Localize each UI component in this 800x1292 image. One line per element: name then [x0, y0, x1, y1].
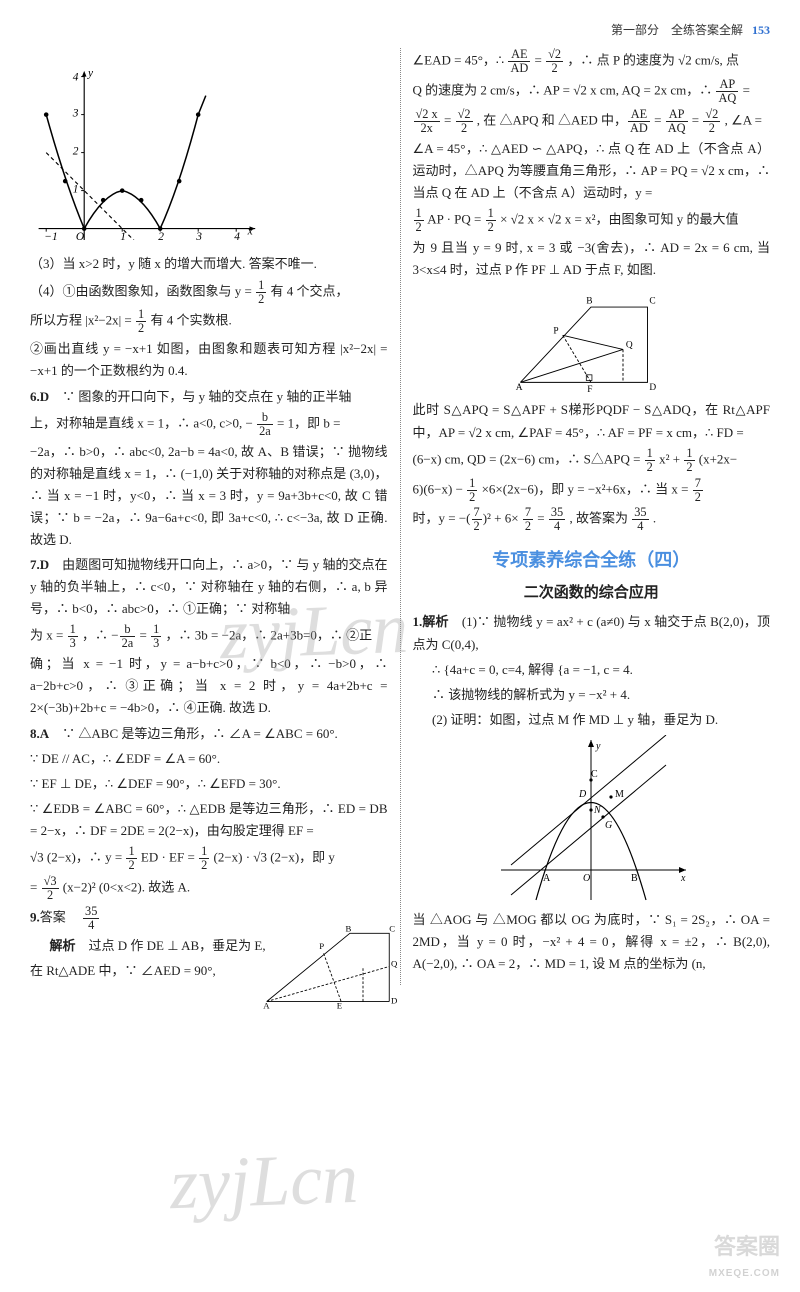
r10: 时，y = −(72)² + 6× 72 = 354 , 故答案为 354 . [413, 506, 771, 533]
svg-text:−1: −1 [44, 231, 57, 240]
q6-line2: 上，对称轴是直线 x = 1，∴ a<0, c>0, − b2a = 1，即 b… [30, 411, 388, 438]
svg-text:O: O [76, 231, 84, 240]
r9: 6)(6−x) − 12 ×6×(2x−6)，即 y = −x²+6x，∴ 当 … [413, 477, 771, 504]
section-heading: 专项素养综合全练（四） [413, 545, 771, 576]
q9-block: 9.答案 354 解析 过点 D 作 DE ⊥ AB，垂足为 E, 在 Rt△A… [30, 905, 388, 982]
svg-text:C: C [650, 297, 656, 307]
svg-text:1: 1 [73, 184, 79, 196]
q7-line2: 为 x = 13 ，∴ −b2a = 13 ，∴ 3b = −2a，∴ 2a+3… [30, 623, 388, 650]
svg-text:D: D [578, 789, 587, 800]
svg-text:Q: Q [391, 958, 398, 968]
column-divider [400, 48, 401, 985]
svg-text:B: B [631, 873, 638, 884]
svg-text:B: B [587, 297, 593, 307]
q8-line3: ∵ EF ⊥ DE，∴ ∠DEF = 90°，∴ ∠EFD = 30°. [30, 773, 388, 795]
svg-text:C: C [389, 923, 395, 933]
brand-url: MXEQE.COM [709, 1265, 780, 1282]
svg-text:D: D [391, 995, 397, 1005]
svg-text:y: y [87, 68, 94, 80]
q8-line1: 8.A ∵ △ABC 是等边三角形，∴ ∠A = ∠ABC = 60°. [30, 723, 388, 745]
triangle-pfqd-figure: A B C P F Q D [511, 285, 671, 395]
function-graph: −1 O 1 2 3 4 1 2 3 4 x y [30, 50, 260, 240]
svg-text:N: N [593, 805, 602, 816]
p1-system: ∴ {4a+c = 0, c=4, 解得 {a = −1, c = 4. [413, 659, 771, 681]
svg-text:E: E [336, 1000, 341, 1010]
svg-text:C: C [591, 769, 598, 780]
r6: 为 9 且当 y = 9 时, x = 3 或 −3(舍去)，∴ AD = 2x… [413, 237, 771, 281]
svg-text:B: B [345, 923, 351, 933]
r1: ∠EAD = 45°，∴ AEAD = √22 ，∴ 点 P 的速度为 √2 c… [413, 48, 771, 75]
q7-line1: 7.D 由题图可知抛物线开口向上，∴ a>0，∵ 与 y 轴的交点在 y 轴的负… [30, 554, 388, 620]
svg-text:A: A [543, 873, 551, 884]
r7: 此时 S△APQ = S△APF + S梯形PQDF − S△ADQ，在 Rt△… [413, 399, 771, 443]
part-label: 第一部分 全练答案全解 [611, 23, 743, 37]
q7-line3: 确；当 x = −1 时，y = a−b+c>0，∵ b<0，∴ −b>0，∴ … [30, 653, 388, 719]
p1-line1: 1.解析 (1)∵ 抛物线 y = ax² + c (a≠0) 与 x 轴交于点… [413, 611, 771, 655]
svg-text:O: O [583, 873, 590, 884]
svg-text:x: x [680, 873, 686, 884]
svg-text:F: F [587, 385, 592, 395]
svg-text:M: M [615, 789, 624, 800]
svg-text:G: G [605, 820, 612, 831]
svg-text:P: P [319, 941, 324, 951]
answer-3: （3）当 x>2 时，y 随 x 的增大而增大. 答案不唯一. [30, 253, 388, 275]
brand-text: 答案圈 [709, 1228, 780, 1265]
svg-text:2: 2 [158, 231, 164, 240]
q6-line3: −2a，∴ b>0，∴ abc<0, 2a−b = 4a<0, 故 A、B 错误… [30, 441, 388, 551]
answer-4-1b: 所以方程 |x²−2x| = 12 有 4 个实数根. [30, 308, 388, 335]
r2: Q 的速度为 2 cm/s，∴ AP = √2 x cm, AQ = 2x cm… [413, 78, 771, 105]
svg-text:x: x [247, 226, 253, 238]
parabola-figure: C M D N G A O Bx y [491, 735, 691, 905]
r5: 12 AP · PQ = 12 × √2 x × √2 x = x²，由图象可知… [413, 207, 771, 234]
svg-text:P: P [554, 327, 559, 337]
r4: ∠A = 45°，∴ △AED ∽ △APQ，∴ 点 Q 在 AD 上（不含点 … [413, 138, 771, 204]
r8: (6−x) cm, QD = (2x−6) cm，∴ S△APQ = 12 x²… [413, 447, 771, 474]
q8-line2: ∵ DE // AC，∴ ∠EDF = ∠A = 60°. [30, 748, 388, 770]
svg-text:Q: Q [626, 341, 633, 351]
two-column-layout: −1 O 1 2 3 4 1 2 3 4 x y （3）当 x>2 时，y 随 x 的增大而… [30, 48, 770, 985]
svg-text:A: A [263, 1000, 270, 1010]
q8-line4: ∵ ∠EDB = ∠ABC = 60°，∴ △EDB 是等边三角形，∴ ED =… [30, 798, 388, 842]
answer-4-2: ②画出直线 y = −x+1 如图，由图象和题表可知方程 |x²−2x| = −… [30, 338, 388, 382]
right-column: ∠EAD = 45°，∴ AEAD = √22 ，∴ 点 P 的速度为 √2 c… [413, 48, 771, 985]
r-tail: 当 △AOG 与 △MOG 都以 OG 为底时，∵ S₁ = 2S₂，∴ OA … [413, 909, 771, 975]
svg-text:y: y [595, 741, 601, 752]
p1-line3: (2) 证明：如图，过点 M 作 MD ⊥ y 轴，垂足为 D. [413, 709, 771, 731]
svg-text:1: 1 [120, 231, 126, 240]
svg-text:4: 4 [73, 72, 79, 84]
svg-text:4: 4 [234, 231, 240, 240]
q8-line6: = √32 (x−2)² (0<x<2). 故选 A. [30, 875, 388, 902]
subsection-heading: 二次函数的综合应用 [413, 580, 771, 606]
q9-triangle-figure: A B C P E D Q [258, 919, 398, 1014]
r3: √2 x2x = √22 , 在 △APQ 和 △AED 中，AEAD = AP… [413, 108, 771, 135]
page-header: 第一部分 全练答案全解 153 [30, 20, 770, 40]
q8-line5: √3 (2−x)，∴ y = 12 ED · EF = 12 (2−x) · √… [30, 845, 388, 872]
svg-text:3: 3 [195, 231, 202, 240]
answer-4-1: （4）①由函数图象知，函数图象与 y = 12 有 4 个交点， [30, 279, 388, 306]
svg-text:3: 3 [72, 108, 79, 120]
q6-line1: 6.D ∵ 图象的开口向下，与 y 轴的交点在 y 轴的正半轴 [30, 386, 388, 408]
svg-text:2: 2 [73, 146, 79, 158]
page-number: 153 [752, 23, 770, 37]
svg-text:D: D [650, 383, 657, 393]
svg-text:A: A [516, 383, 523, 393]
watermark-2: zyjLcn [168, 1117, 360, 1246]
p1-line2: ∴ 该抛物线的解析式为 y = −x² + 4. [413, 684, 771, 706]
footer-brand: 答案圈 MXEQE.COM [709, 1228, 780, 1282]
left-column: −1 O 1 2 3 4 1 2 3 4 x y （3）当 x>2 时，y 随 x 的增大而… [30, 48, 388, 985]
